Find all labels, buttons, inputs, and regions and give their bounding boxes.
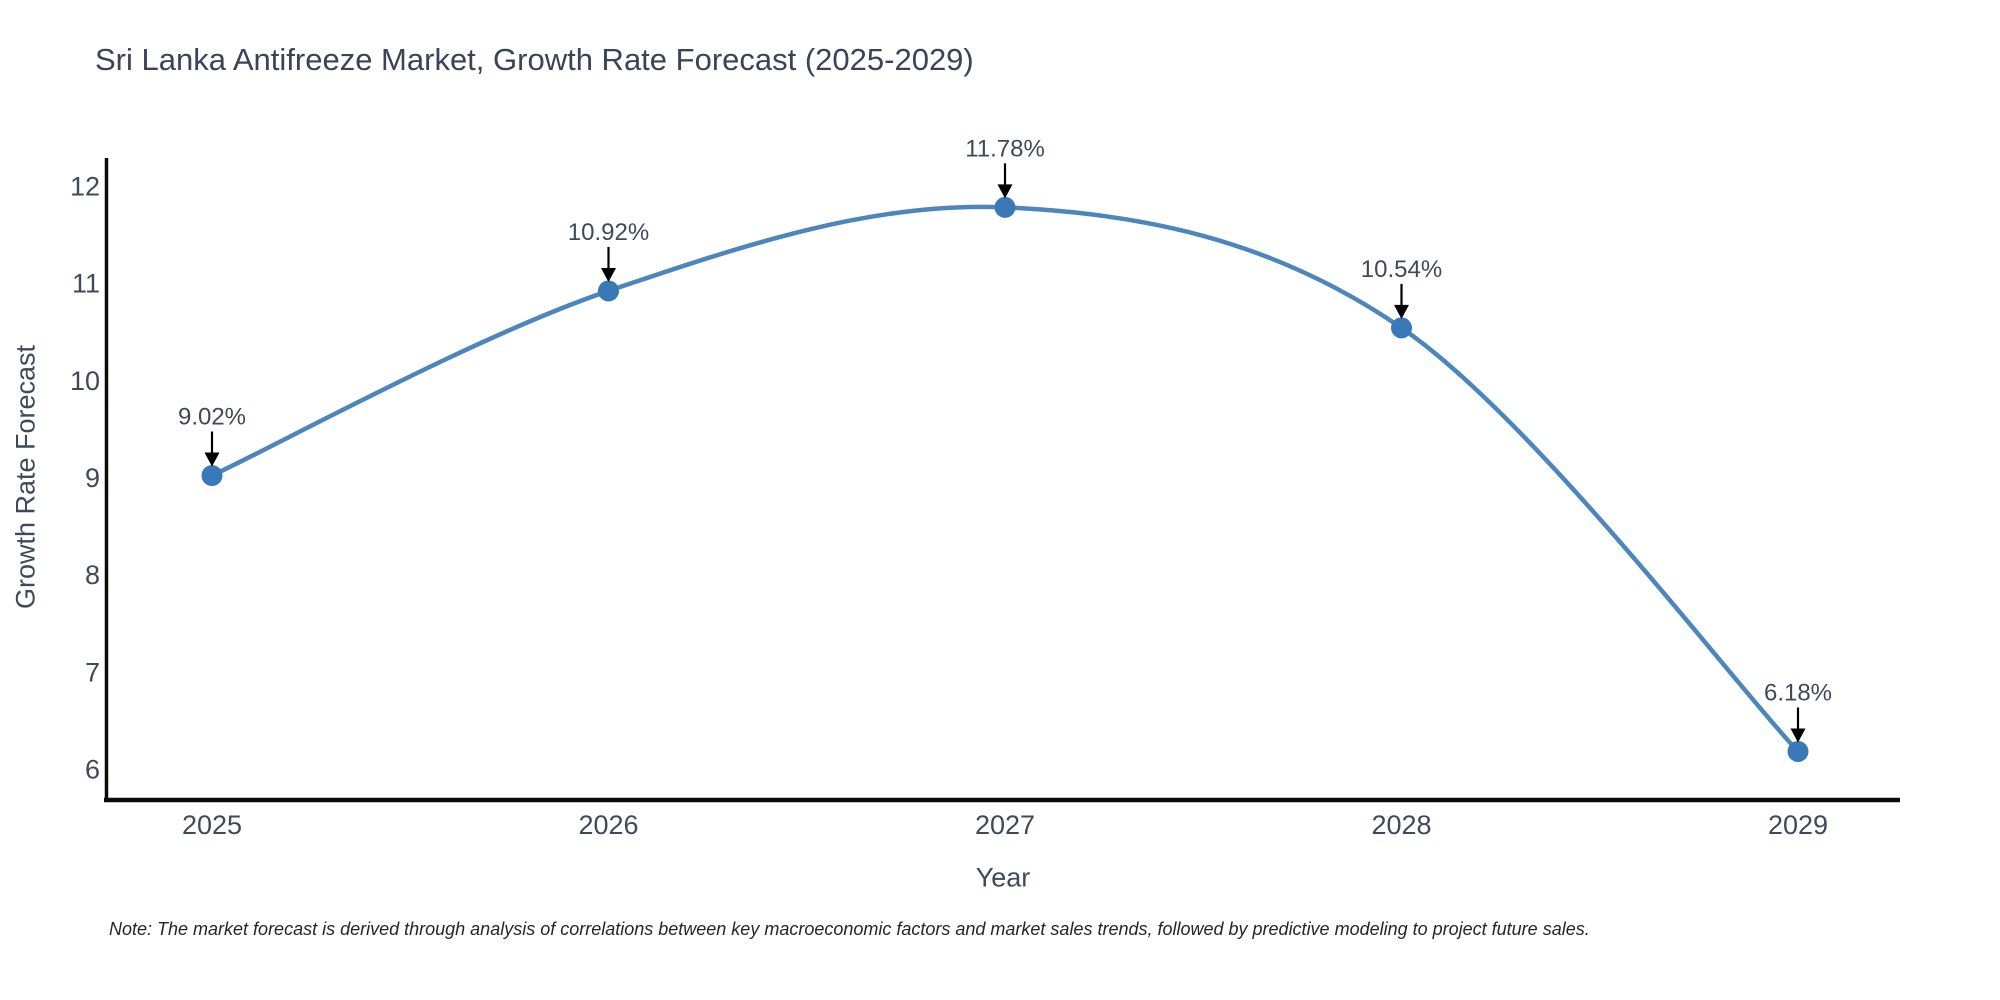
y-tick-label-11: 11 [72, 269, 100, 299]
annotation-arrowhead-2029 [1790, 728, 1806, 743]
data-point-2025 [201, 465, 223, 487]
annotation-arrowhead-2027 [997, 184, 1013, 199]
chart-title: Sri Lanka Antifreeze Market, Growth Rate… [95, 42, 974, 77]
annotation-label-2029: 6.18% [1764, 680, 1832, 707]
x-tick-label-2028: 2028 [1371, 810, 1431, 840]
annotation-label-2027: 11.78% [965, 135, 1045, 162]
annotation-label-2025: 9.02% [178, 404, 246, 431]
y-tick-label-8: 8 [85, 560, 100, 590]
x-tick-label-2025: 2025 [182, 810, 242, 840]
annotation-label-2028: 10.54% [1361, 256, 1442, 283]
y-tick-label-9: 9 [85, 463, 100, 493]
data-point-2028 [1391, 317, 1412, 339]
data-point-2027 [994, 196, 1016, 218]
y-tick-label-6: 6 [85, 755, 100, 785]
chart-footnote: Note: The market forecast is derived thr… [109, 919, 1590, 939]
x-axis-title: Year [975, 862, 1031, 893]
data-point-2026 [598, 280, 619, 302]
y-tick-label-7: 7 [85, 657, 100, 687]
forecast-curve [209, 204, 1801, 754]
x-tick-label-2029: 2029 [1768, 810, 1828, 840]
x-tick-label-2026: 2026 [578, 810, 638, 840]
annotation-arrowhead-2025 [204, 452, 220, 467]
annotation-label-2026: 10.92% [568, 219, 649, 246]
y-tick-label-10: 10 [70, 366, 100, 396]
data-point-2029 [1787, 741, 1809, 763]
x-tick-label-2027: 2027 [975, 810, 1035, 840]
annotation-arrowhead-2026 [601, 267, 616, 282]
y-tick-label-12: 12 [70, 172, 100, 202]
annotation-arrowhead-2028 [1394, 304, 1409, 319]
